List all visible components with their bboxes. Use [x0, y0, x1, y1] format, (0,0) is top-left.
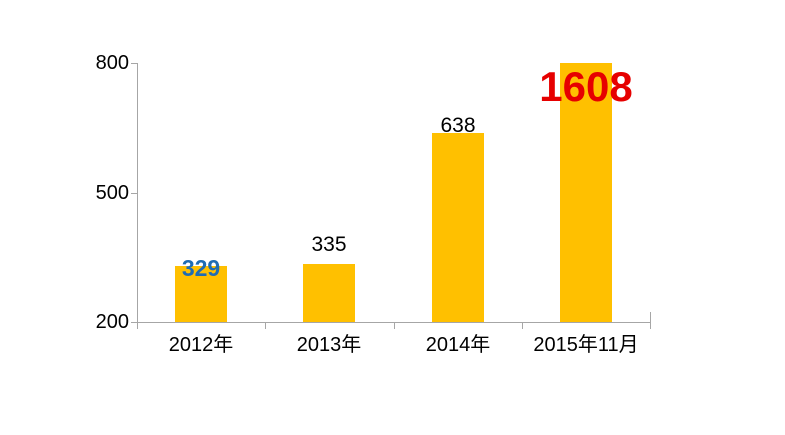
y-axis-tick-label: 200: [95, 311, 129, 333]
y-tick: [131, 193, 137, 194]
x-tick: [394, 323, 395, 329]
y-axis-line: [137, 63, 138, 322]
x-tick: [522, 323, 523, 329]
x-axis-end-tick: [650, 312, 651, 322]
x-axis-label: 2013年: [296, 334, 362, 356]
bar: [560, 63, 612, 322]
y-axis-tick-label: 800: [95, 52, 129, 74]
x-axis-label: 2012年: [168, 334, 234, 356]
bar: [432, 133, 484, 322]
x-tick: [137, 323, 138, 329]
x-axis-line: [137, 322, 651, 323]
y-tick: [131, 63, 137, 64]
bar: [175, 266, 227, 322]
x-tick: [650, 323, 651, 329]
bar: [303, 264, 355, 322]
x-axis-label: 2014年: [425, 334, 491, 356]
data-label: 638: [440, 114, 476, 137]
x-tick: [265, 323, 266, 329]
y-axis-tick-label: 500: [95, 182, 129, 204]
data-label: 1608: [539, 63, 633, 110]
data-label: 329: [181, 255, 221, 281]
y-tick: [131, 322, 137, 323]
data-label: 335: [311, 233, 347, 256]
x-axis-label: 2015年11月: [533, 334, 639, 356]
